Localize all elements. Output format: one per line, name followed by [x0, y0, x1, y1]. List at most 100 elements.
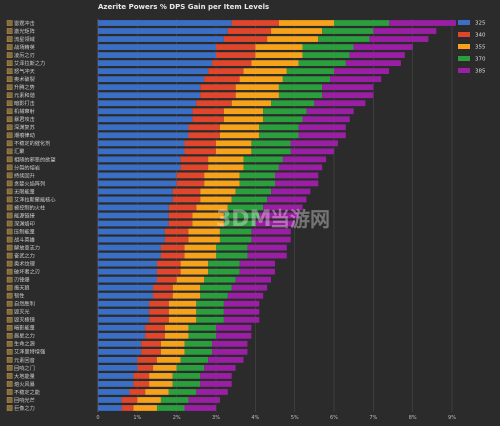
- bar-segment: [290, 140, 338, 147]
- legend-label: 325: [475, 21, 486, 27]
- x-tick-label: 7%: [369, 415, 377, 421]
- bar-segment: [172, 284, 201, 291]
- bar-segment: [149, 373, 173, 379]
- category-icon: [6, 324, 13, 331]
- bar-segment: [278, 92, 323, 99]
- bar-segment: [208, 268, 240, 275]
- bar-segment: [223, 220, 256, 227]
- category-label: 激光矩阵: [14, 27, 35, 35]
- bar-segment: [200, 284, 232, 291]
- bar-segment: [334, 20, 390, 26]
- bar-segment: [98, 28, 228, 34]
- bar-segment: [188, 132, 220, 139]
- bar-segment: [176, 172, 205, 179]
- category-icon: [6, 20, 13, 26]
- category-icon: [6, 68, 13, 74]
- category-icon: [6, 108, 13, 115]
- bar-segment: [208, 260, 240, 267]
- bar-segment: [200, 84, 236, 91]
- bar-segment: [98, 284, 154, 291]
- bar-segment: [302, 44, 354, 50]
- bar-segment: [196, 389, 228, 395]
- bar-segment: [204, 172, 240, 179]
- bar-segment: [275, 172, 319, 179]
- category-icon: [6, 373, 13, 379]
- category-icon: [6, 381, 13, 387]
- bar-segment: [180, 164, 209, 171]
- bar-segment: [184, 140, 216, 147]
- bar-segment: [208, 68, 244, 75]
- bar-segment: [243, 68, 287, 75]
- bar-segment: [121, 397, 138, 403]
- bar-segment: [160, 340, 185, 347]
- category-label: 怒气冲天: [14, 67, 35, 75]
- bar-segment: [223, 116, 264, 123]
- bar-segment: [196, 100, 232, 107]
- bar-segment: [306, 108, 354, 115]
- legend-swatch: [458, 20, 470, 25]
- category-icon: [6, 84, 13, 90]
- bar-segment: [145, 332, 165, 339]
- category-icon: [6, 228, 13, 235]
- watermark-text: 当游网: [270, 207, 330, 231]
- bar-segment: [345, 60, 401, 66]
- bar-segment: [219, 124, 260, 131]
- bar-segment: [98, 44, 216, 50]
- bar-segment: [216, 324, 252, 331]
- category-label: 解放意志力: [14, 243, 40, 251]
- bar-segment: [223, 108, 264, 115]
- bar-segment: [239, 260, 275, 267]
- bar-segment: [188, 124, 220, 131]
- bar-segment: [196, 308, 224, 315]
- bar-segment: [168, 389, 197, 395]
- bar-segment: [235, 92, 279, 99]
- bar-segment: [200, 373, 232, 379]
- bar-segment: [271, 28, 323, 34]
- bar-segment: [196, 204, 228, 211]
- legend-swatch: [458, 32, 470, 37]
- legend-label: 340: [475, 33, 486, 39]
- bar-segment: [184, 348, 213, 355]
- bar-segment: [389, 20, 456, 26]
- bar-segment: [259, 132, 299, 139]
- bar-segment: [322, 84, 374, 91]
- bar-segment: [164, 332, 189, 339]
- category-label: 毁灭光: [14, 308, 30, 316]
- legend-swatch: [458, 56, 470, 61]
- category-label: 被控制的火柱: [14, 203, 45, 211]
- category-icon: [6, 252, 13, 259]
- category-icon: [6, 116, 13, 123]
- bar-segment: [98, 381, 134, 387]
- bar-segment: [98, 405, 122, 411]
- legend-label: 355: [475, 45, 486, 51]
- category-label: 熔火风暴: [14, 380, 35, 388]
- bar-segment: [98, 116, 193, 123]
- watermark: 3DM 当游网: [216, 207, 330, 232]
- category-label: 破坏者之刃: [14, 268, 40, 276]
- bar-segment: [98, 20, 232, 26]
- bar-segment: [302, 52, 350, 58]
- bar-segment: [227, 204, 264, 211]
- bar-segment: [239, 172, 275, 179]
- category-icon: [6, 292, 13, 299]
- category-label: 毁灭棱镜: [14, 316, 35, 324]
- category-label: 艾泽里特增强: [14, 348, 45, 356]
- category-label: 流星领域: [14, 35, 35, 43]
- bar-segment: [98, 220, 169, 227]
- bar-segment: [212, 60, 252, 66]
- category-label: 不稳定的催化剂: [14, 139, 50, 147]
- category-label: 雷霆冲击: [14, 19, 35, 27]
- bar-segment: [298, 60, 346, 66]
- bar-segment: [168, 220, 193, 227]
- bar-segment: [98, 140, 185, 147]
- bar-segment: [172, 188, 201, 195]
- bar-segment: [200, 188, 236, 195]
- bar-segment: [251, 140, 291, 147]
- x-tick-label: 1%: [133, 415, 141, 421]
- bar-segment: [231, 284, 268, 291]
- category-label: 生命之源: [14, 340, 36, 348]
- bar-segment: [223, 316, 260, 323]
- bar-segment: [267, 36, 319, 42]
